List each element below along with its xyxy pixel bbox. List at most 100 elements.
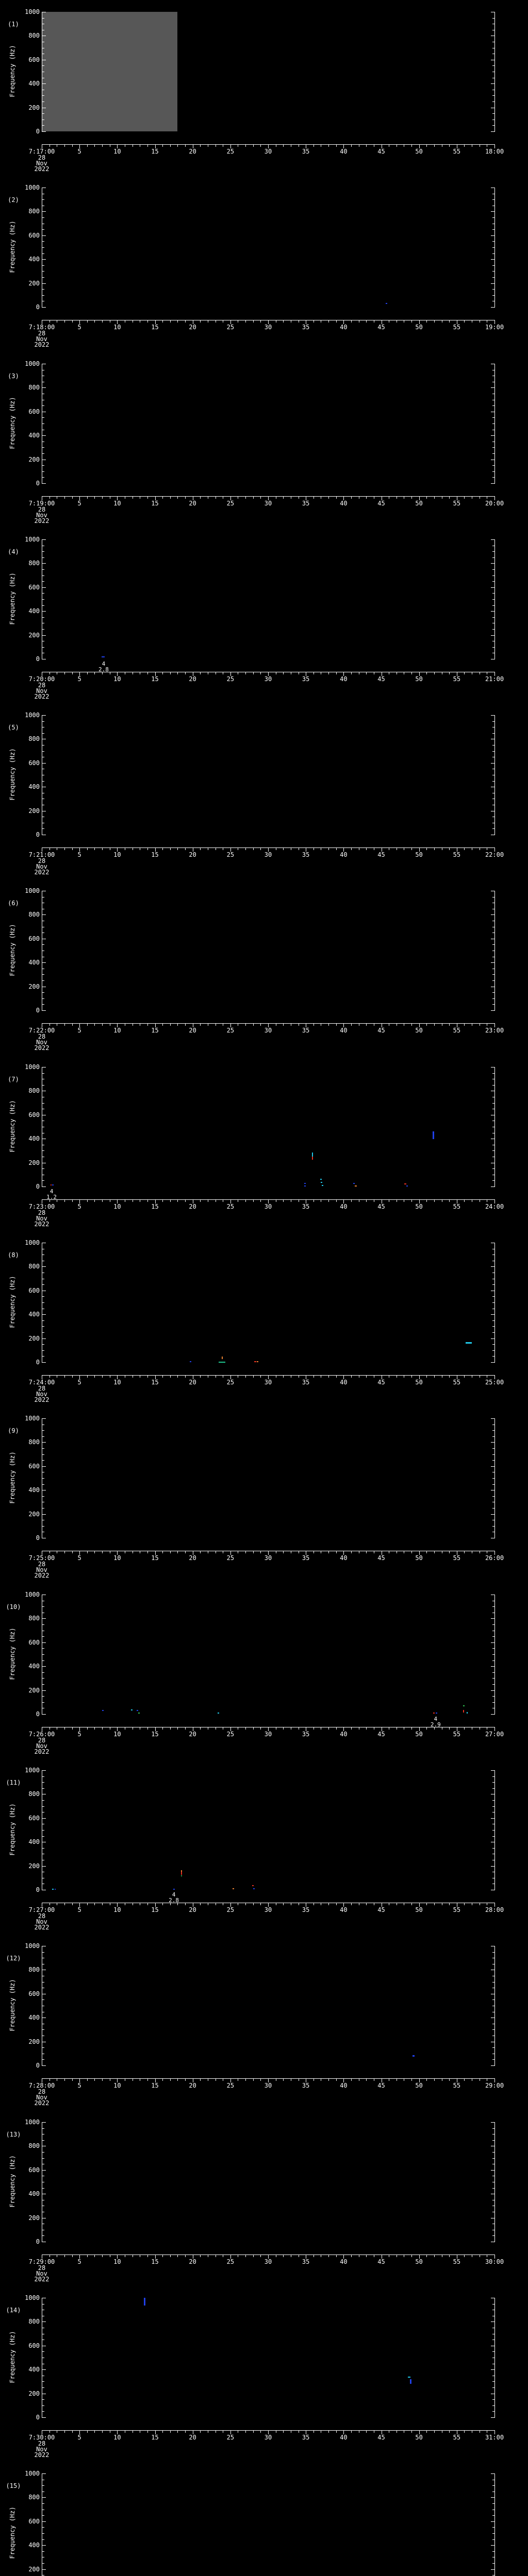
x-tick-label: 35 — [302, 1203, 310, 1210]
y-axis-title: Frequency (Hz) — [9, 1451, 16, 1504]
event-annotation: 4 — [50, 1188, 54, 1195]
spectrogram-panel: (10) Frequency (Hz) 0 200 400 600 800 1000 5 10 15… — [0, 1583, 528, 1758]
y-tick-label: 0 — [36, 1710, 40, 1718]
y-axis-title: Frequency (Hz) — [9, 1276, 16, 1328]
y-major-tick — [491, 131, 494, 132]
x-minor-tick — [434, 1024, 435, 1026]
y-minor-tick — [42, 265, 44, 266]
spectral-event — [320, 1179, 322, 1180]
x-minor-tick — [336, 2431, 337, 2433]
x-tick-label: 10 — [113, 675, 121, 683]
y-minor-tick — [42, 1332, 44, 1333]
x-end-time-label: 26:00 — [485, 1554, 504, 1562]
x-tick-label: 15 — [151, 1731, 159, 1738]
y-minor-tick — [492, 2381, 494, 2382]
x-tick-label: 10 — [113, 1379, 121, 1386]
y-tick-label: 200 — [28, 2389, 40, 2397]
y-minor-tick — [492, 423, 494, 424]
y-major-tick — [491, 563, 494, 564]
y-tick-label: 400 — [28, 1663, 40, 1670]
x-date-label: Nov — [36, 1215, 47, 1222]
event-annotation: 4 — [102, 660, 106, 667]
y-minor-tick — [42, 2188, 44, 2189]
y-axis-right — [494, 2473, 495, 2576]
panel-index-label: (9) — [8, 1427, 19, 1434]
x-minor-tick — [253, 1727, 254, 1730]
spectral-event — [408, 2377, 410, 2378]
x-minor-tick — [147, 2079, 148, 2081]
data-gap-block — [42, 12, 178, 131]
y-tick-label: 400 — [28, 256, 40, 263]
y-minor-tick — [492, 1326, 494, 1327]
x-tick-label: 45 — [377, 148, 385, 155]
x-minor-tick — [245, 1903, 246, 1905]
x-minor-tick — [170, 1024, 171, 1026]
x-minor-tick — [200, 1903, 201, 1905]
x-tick-label: 15 — [151, 1379, 159, 1386]
x-tick-label: 50 — [415, 148, 423, 155]
x-minor-tick — [253, 1376, 254, 1378]
x-end-time-label: 23:00 — [485, 1027, 504, 1034]
panel-index-label: (15) — [6, 2482, 21, 2489]
y-major-tick — [42, 83, 46, 84]
y-minor-tick — [42, 1460, 44, 1461]
y-minor-tick — [42, 2047, 44, 2048]
y-minor-tick — [42, 1999, 44, 2001]
x-minor-tick — [464, 320, 465, 323]
x-minor-tick — [464, 1024, 465, 1026]
x-end-time-label: 24:00 — [485, 1203, 504, 1210]
x-major-tick — [268, 1551, 269, 1555]
spectral-event — [102, 1710, 104, 1711]
x-major-tick — [419, 145, 420, 148]
x-minor-tick — [336, 2255, 337, 2257]
x-minor-tick — [283, 1200, 284, 1202]
x-minor-tick — [162, 2431, 163, 2433]
x-axis-line — [42, 144, 495, 145]
x-minor-tick — [102, 2255, 103, 2257]
x-minor-tick — [426, 1024, 427, 1026]
x-tick-label: 55 — [453, 1554, 461, 1562]
event-annotation: 1.2 — [46, 1194, 57, 1200]
x-tick-label: 30 — [264, 1731, 272, 1738]
x-minor-tick — [434, 1376, 435, 1378]
x-major-tick — [155, 497, 156, 500]
x-minor-tick — [426, 1376, 427, 1378]
x-minor-tick — [253, 2255, 254, 2257]
x-minor-tick — [464, 1200, 465, 1202]
y-major-tick — [42, 1818, 46, 1819]
y-tick-label: 0 — [36, 1886, 40, 1893]
x-minor-tick — [87, 2255, 88, 2257]
x-minor-tick — [351, 848, 352, 850]
x-minor-tick — [366, 145, 367, 147]
x-minor-tick — [94, 1727, 95, 1730]
spectral-event — [463, 1705, 465, 1706]
x-tick-label: 55 — [453, 500, 461, 507]
y-tick-label: 1000 — [25, 711, 40, 719]
spectrogram-panel: (2) Frequency (Hz) 0 200 400 600 800 1000 5 10 15 2… — [0, 176, 528, 351]
y-minor-tick — [42, 113, 44, 114]
x-tick-label: 15 — [151, 2258, 159, 2265]
x-date-label: 28 — [38, 1385, 46, 1392]
y-minor-tick — [42, 277, 44, 278]
x-major-tick — [419, 1903, 420, 1907]
y-minor-tick — [492, 569, 494, 570]
x-tick-label: 15 — [151, 324, 159, 331]
x-minor-tick — [94, 497, 95, 499]
x-minor-tick — [72, 145, 73, 147]
y-major-tick — [42, 259, 46, 260]
x-minor-tick — [411, 1200, 412, 1202]
y-minor-tick — [42, 1606, 44, 1607]
x-tick-label: 20 — [189, 1906, 196, 1913]
x-minor-tick — [147, 1200, 148, 1202]
x-minor-tick — [87, 497, 88, 499]
x-major-tick — [79, 1903, 80, 1907]
y-minor-tick — [492, 2485, 494, 2486]
x-major-tick — [268, 145, 269, 148]
x-minor-tick — [426, 848, 427, 850]
y-major-tick — [42, 1010, 46, 1011]
x-major-tick — [494, 2079, 495, 2082]
y-minor-tick — [42, 2387, 44, 2388]
x-major-tick — [343, 1024, 344, 1027]
x-tick-label: 35 — [302, 500, 310, 507]
y-major-tick — [491, 2369, 494, 2370]
